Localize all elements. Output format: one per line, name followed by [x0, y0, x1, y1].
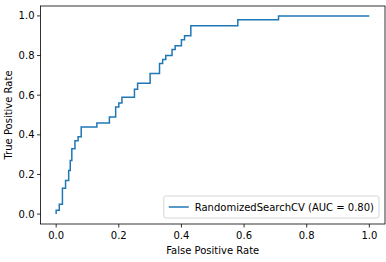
axes-frame — [41, 6, 386, 224]
y-tick-label: 1.0 — [19, 10, 35, 21]
legend-box — [164, 196, 379, 218]
y-tick-label: 0.0 — [19, 209, 35, 220]
y-tick-label: 0.6 — [19, 90, 35, 101]
x-tick-label: 0.4 — [173, 230, 189, 241]
y-tick — [37, 95, 41, 96]
x-tick — [244, 224, 245, 228]
y-axis-label: True Positive Rate — [3, 70, 14, 160]
y-tick — [37, 174, 41, 175]
x-tick-label: 1.0 — [361, 230, 377, 241]
x-tick-label: 0.0 — [48, 230, 64, 241]
x-tick — [181, 224, 182, 228]
chart: 0.0 0.2 0.4 0.6 0.8 1.0 0.0 0.2 0.4 0.6 0.8 1.0 Fals… — [0, 0, 386, 262]
plot-area — [56, 16, 369, 214]
x-tick — [306, 224, 307, 228]
x-tick-label: 0.2 — [111, 230, 127, 241]
x-tick-label: 0.8 — [299, 230, 315, 241]
y-tick — [37, 15, 41, 16]
x-tick-label: 0.6 — [236, 230, 252, 241]
x-tick — [56, 224, 57, 228]
y-tick — [37, 134, 41, 135]
x-tick — [118, 224, 119, 228]
x-axis-label: False Positive Rate — [166, 245, 259, 256]
roc-line — [56, 16, 369, 214]
y-tick — [37, 214, 41, 215]
legend: RandomizedSearchCV (AUC = 0.80) — [164, 196, 379, 218]
y-tick-label: 0.4 — [19, 129, 35, 140]
y-tick-label: 0.2 — [19, 169, 35, 180]
y-tick-label: 0.8 — [19, 50, 35, 61]
legend-swatch — [169, 206, 189, 208]
x-tick — [369, 224, 370, 228]
y-tick — [37, 55, 41, 56]
legend-label: RandomizedSearchCV (AUC = 0.80) — [195, 202, 374, 213]
